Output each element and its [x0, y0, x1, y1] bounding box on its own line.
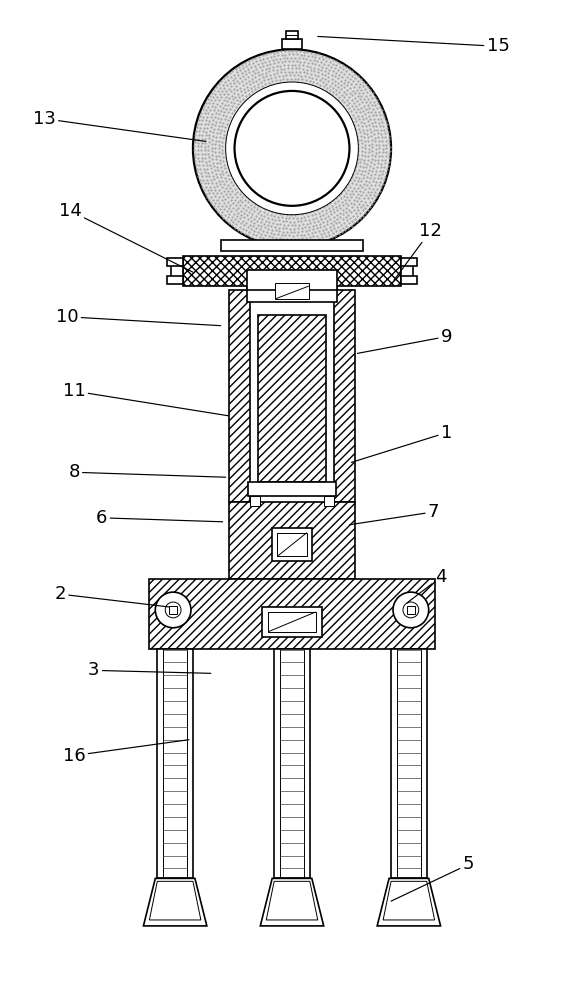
- Circle shape: [165, 602, 181, 618]
- Bar: [248, 482, 336, 496]
- Bar: [157, 649, 193, 878]
- Bar: [274, 649, 310, 878]
- Circle shape: [155, 592, 191, 628]
- Text: 5: 5: [391, 855, 474, 901]
- Circle shape: [403, 602, 419, 618]
- Bar: [228, 290, 251, 502]
- Text: 16: 16: [62, 740, 189, 765]
- Bar: [391, 649, 427, 878]
- Bar: [333, 290, 356, 502]
- Bar: [183, 256, 401, 286]
- Bar: [262, 607, 322, 637]
- Bar: [401, 258, 417, 266]
- Polygon shape: [377, 878, 440, 926]
- Text: 13: 13: [33, 110, 206, 141]
- Text: 6: 6: [96, 509, 223, 527]
- Circle shape: [235, 91, 349, 206]
- Bar: [258, 315, 326, 482]
- Bar: [275, 283, 309, 299]
- Bar: [282, 39, 302, 49]
- Circle shape: [193, 49, 391, 247]
- Text: 1: 1: [352, 424, 452, 462]
- Bar: [167, 276, 183, 284]
- Text: 10: 10: [56, 308, 221, 326]
- Text: 14: 14: [59, 202, 193, 272]
- Bar: [277, 533, 307, 556]
- Polygon shape: [144, 878, 207, 926]
- Bar: [167, 258, 183, 266]
- Bar: [228, 502, 356, 579]
- Text: 7: 7: [349, 503, 439, 525]
- Bar: [221, 240, 363, 251]
- Bar: [286, 31, 298, 39]
- Bar: [324, 496, 333, 506]
- Polygon shape: [260, 878, 324, 926]
- Text: 2: 2: [54, 585, 169, 607]
- Bar: [169, 606, 177, 614]
- Text: 8: 8: [68, 463, 225, 481]
- Bar: [272, 528, 312, 561]
- Bar: [401, 260, 413, 282]
- Bar: [171, 260, 183, 282]
- Bar: [248, 270, 336, 290]
- Text: 3: 3: [88, 661, 211, 679]
- Bar: [268, 612, 316, 632]
- Text: 11: 11: [62, 382, 228, 416]
- Text: 12: 12: [394, 222, 442, 280]
- Bar: [407, 606, 415, 614]
- Text: 15: 15: [318, 36, 509, 55]
- Text: 9: 9: [357, 328, 452, 353]
- Circle shape: [225, 82, 359, 215]
- Bar: [150, 579, 434, 649]
- Bar: [401, 276, 417, 284]
- Circle shape: [393, 592, 429, 628]
- Bar: [251, 496, 260, 506]
- Text: 4: 4: [407, 568, 446, 603]
- Bar: [248, 286, 336, 302]
